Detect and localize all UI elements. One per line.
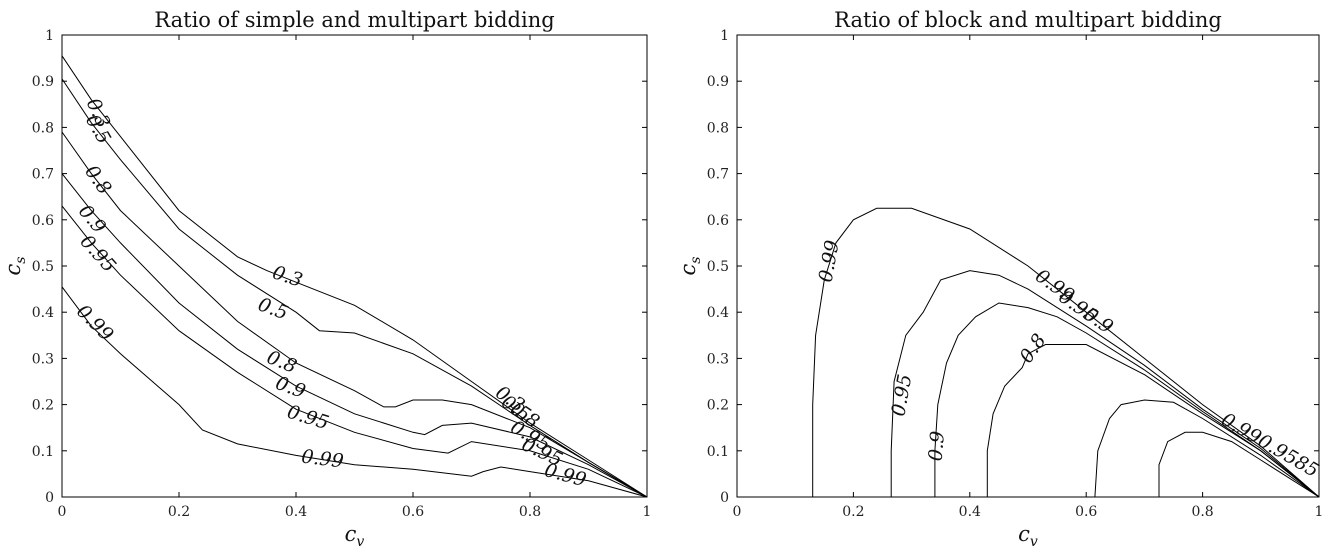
x-tick-label: 1: [643, 504, 652, 520]
contour-line-0-99: [61, 286, 648, 498]
y-axis-label: cs: [1, 257, 29, 276]
chart-title: Ratio of simple and multipart bidding: [154, 8, 554, 32]
y-tick-label: 0: [720, 490, 729, 506]
y-tick-label: 0.7: [32, 167, 54, 183]
contour-label: 0.5: [255, 293, 291, 324]
contour-line-0-95: [61, 205, 648, 498]
y-axis-label: cs: [676, 257, 704, 276]
y-tick-label: 0.1: [707, 444, 729, 460]
y-tick-label: 0.6: [707, 213, 729, 229]
x-tick-label: 0.2: [842, 504, 864, 520]
contour-line-0-3: [61, 55, 648, 498]
x-axis-label-subscript: v: [1030, 534, 1038, 550]
y-tick-label: 0.5: [707, 259, 729, 275]
contour-line-unlabeled: [1094, 399, 1320, 498]
y-tick-label: 0.3: [707, 351, 729, 367]
contour-line-0-9: [61, 173, 648, 498]
contour-line-0-8: [61, 131, 648, 498]
contour-label: 0.8: [80, 161, 115, 198]
y-tick-label: 0.5: [32, 259, 54, 275]
y-axis-label-subscript: s: [688, 257, 704, 264]
contour-line-0-95: [890, 270, 1320, 498]
x-tick-label: 0: [733, 504, 742, 520]
contour-line-0-8: [986, 344, 1320, 498]
x-axis-label: cv: [1018, 522, 1038, 550]
x-tick-label: 0.8: [519, 504, 541, 520]
contour-label: 0.95: [76, 231, 121, 277]
y-tick-label: 0.2: [707, 398, 729, 414]
y-axis-label-main: c: [676, 263, 700, 275]
y-tick-label: 0.9: [32, 74, 54, 90]
contour-label: 0.9: [925, 430, 950, 462]
contour-line-unlabeled: [1158, 431, 1320, 498]
contour-label: 0.99: [300, 446, 345, 473]
x-axis-label-main: c: [1018, 522, 1030, 546]
right-contour-plot: Ratio of block and multipart bidding 0 0.2…: [676, 8, 1323, 550]
y-tick-label: 1: [720, 28, 729, 44]
x-tick-label: 0.8: [1191, 504, 1213, 520]
y-tick-label: 0.4: [32, 305, 54, 321]
x-tick-label: 0.6: [402, 504, 424, 520]
contour-line-0-9: [934, 302, 1320, 498]
x-tick-label: 0.4: [285, 504, 307, 520]
y-axis-label-main: c: [1, 263, 25, 275]
x-tick-label: 0.6: [1075, 504, 1097, 520]
y-tick-label: 0.7: [707, 167, 729, 183]
plot-frame: [61, 34, 648, 498]
contour-label: 0.95: [887, 372, 916, 417]
y-tick-label: 0.2: [32, 398, 54, 414]
contour-label: 0.99: [542, 459, 589, 491]
x-axis-label: cv: [345, 522, 365, 550]
x-tick-label: 0.4: [959, 504, 981, 520]
y-tick-label: 0.9: [707, 74, 729, 90]
y-tick-label: 0.6: [32, 213, 54, 229]
y-tick-label: 0.8: [32, 120, 54, 136]
chart-title: Ratio of block and multipart bidding: [834, 8, 1222, 32]
x-axis-label-main: c: [345, 522, 357, 546]
contour-label: 0.99: [815, 238, 844, 283]
y-tick-label: 0.8: [707, 120, 729, 136]
contour-label: 0.990.9585: [1217, 409, 1322, 482]
x-tick-label: 0: [58, 504, 67, 520]
y-tick-label: 0.3: [32, 351, 54, 367]
contour-label: 0.3: [270, 261, 306, 291]
x-tick-label: 1: [1315, 504, 1324, 520]
contour-label: 0.95: [285, 401, 332, 434]
y-tick-label: 0: [45, 490, 54, 506]
contour-label: 0.99: [72, 300, 117, 345]
left-contour-plot: Ratio of simple and multipart bidding 0 0.…: [1, 8, 651, 550]
x-tick-label: 0.2: [168, 504, 190, 520]
y-tick-label: 1: [45, 28, 54, 44]
contour-line-0-5: [61, 78, 648, 498]
x-axis-label-subscript: v: [356, 534, 364, 550]
y-tick-label: 0.1: [32, 444, 54, 460]
contour-label: 0.8: [1015, 330, 1050, 367]
y-axis-label-subscript: s: [13, 257, 29, 264]
contour-line-0-99: [812, 207, 1320, 498]
y-tick-label: 0.4: [707, 305, 729, 321]
